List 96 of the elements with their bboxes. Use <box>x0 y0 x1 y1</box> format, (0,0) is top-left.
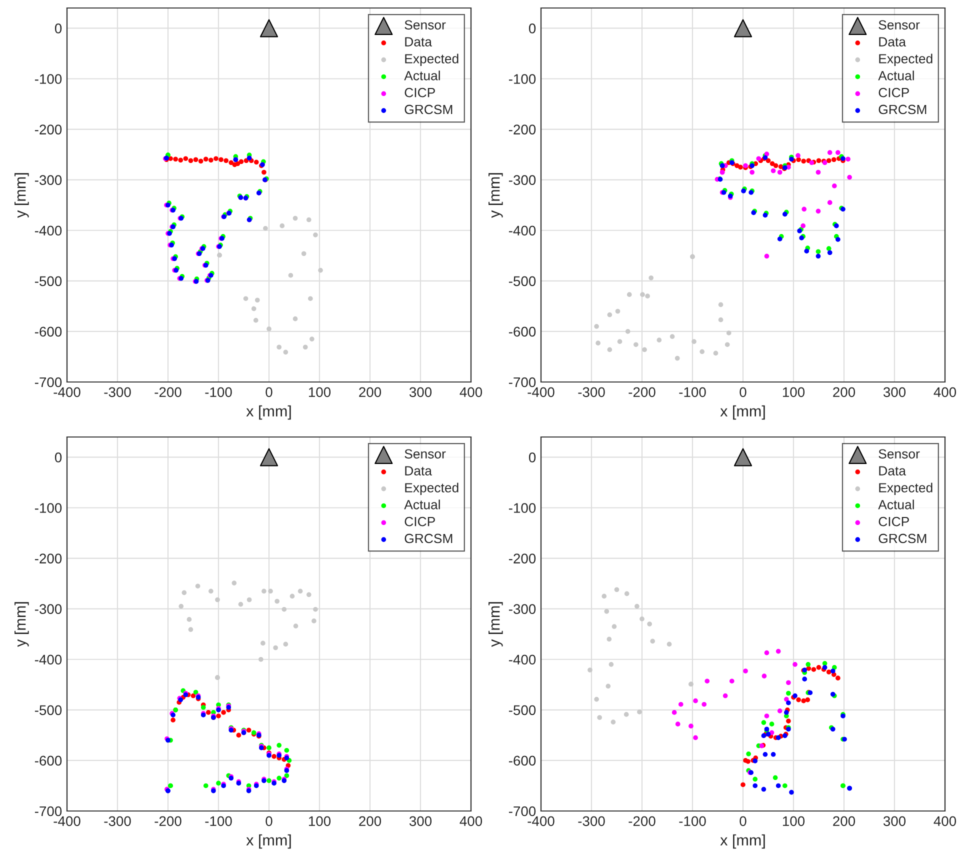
x-tick-label: -100 <box>205 816 232 826</box>
x-tick-label: -100 <box>679 387 706 398</box>
x-tick-label: -300 <box>578 387 605 398</box>
legend-label: Expected <box>879 54 932 66</box>
y-tick-label: -100 <box>508 74 536 84</box>
x-axis-title: x [mm] <box>720 405 765 420</box>
x-tick-label: 200 <box>833 387 856 398</box>
x-tick-label: -200 <box>154 387 182 398</box>
legend-label: GRCSM <box>404 534 452 544</box>
x-tick-label: -200 <box>628 816 656 826</box>
y-tick-label: -200 <box>34 124 62 134</box>
x-tick-label: 0 <box>740 387 746 398</box>
legend-label: Sensor <box>878 449 920 459</box>
legend-label: Sensor <box>404 449 446 459</box>
x-tick-label: 300 <box>883 816 906 826</box>
x-tick-label: -200 <box>628 387 656 398</box>
legend-label: Expected <box>405 482 458 496</box>
y-tick-label: -400 <box>508 654 536 665</box>
y-tick-label: -300 <box>508 175 536 186</box>
y-tick-label: -500 <box>34 276 62 286</box>
y-tick-label: -600 <box>508 326 536 337</box>
y-axis-title: y [mm] <box>14 173 29 218</box>
x-tick-label: -100 <box>205 387 232 398</box>
x-tick-label: -300 <box>578 816 605 826</box>
y-tick-label: 0 <box>528 452 536 462</box>
y-axis-title: y [mm] <box>488 602 503 647</box>
y-tick-label: -500 <box>508 276 536 286</box>
x-tick-label: 100 <box>782 387 805 398</box>
y-tick-label: -400 <box>34 654 62 665</box>
y-tick-label: -700 <box>34 377 62 388</box>
x-tick-label: 0 <box>740 816 746 826</box>
y-tick-label: -100 <box>34 503 62 513</box>
legend-label: Data <box>879 466 906 476</box>
y-tick-label: -100 <box>34 74 62 84</box>
y-tick-label: 0 <box>528 24 536 34</box>
x-tick-label: 100 <box>308 387 331 398</box>
x-tick-label: -100 <box>679 816 706 826</box>
legend-label: Data <box>879 37 906 46</box>
y-tick-label: -200 <box>508 124 536 134</box>
x-tick-label: -300 <box>104 816 131 826</box>
legend-label: GRCSM <box>878 534 926 544</box>
legend-label: Actual <box>404 70 440 80</box>
legend-label: Expected <box>405 54 458 66</box>
x-tick-label: 0 <box>266 387 272 398</box>
legend-label: CICP <box>878 88 909 98</box>
x-tick-label: 100 <box>782 816 805 826</box>
x-axis-title: x [mm] <box>720 834 765 849</box>
x-tick-label: 0 <box>266 816 272 826</box>
y-tick-label: -300 <box>34 175 62 186</box>
y-tick-label: -700 <box>34 806 62 816</box>
y-tick-label: 0 <box>54 452 62 462</box>
x-tick-label: 300 <box>409 816 432 826</box>
legend-label: CICP <box>878 516 909 526</box>
legend-label: GRCSM <box>878 104 926 114</box>
y-tick-label: -300 <box>508 604 536 614</box>
y-tick-label: -600 <box>34 756 62 766</box>
y-tick-label: -600 <box>34 326 62 337</box>
x-tick-label: 400 <box>934 816 956 826</box>
y-tick-label: -300 <box>34 604 62 614</box>
legend-label: Data <box>405 466 432 476</box>
x-tick-label: 300 <box>409 387 432 398</box>
legend-label: Sensor <box>878 20 920 30</box>
legend-label: Actual <box>878 500 914 510</box>
y-tick-label: -200 <box>508 554 536 564</box>
x-tick-label: 400 <box>460 387 482 398</box>
legend-label: Expected <box>879 482 932 496</box>
x-tick-label: 200 <box>359 387 382 398</box>
x-axis-title: x [mm] <box>246 405 291 420</box>
y-tick-label: -400 <box>508 226 536 236</box>
y-tick-label: 0 <box>54 24 62 34</box>
legend-label: CICP <box>404 516 435 526</box>
legend-label: Actual <box>878 70 914 80</box>
y-axis-title: y [mm] <box>488 173 503 218</box>
x-tick-label: 200 <box>833 816 856 826</box>
x-axis-title: x [mm] <box>246 834 291 849</box>
x-tick-label: 100 <box>308 816 331 826</box>
y-tick-label: -100 <box>508 503 536 513</box>
x-tick-label: -200 <box>154 816 182 826</box>
legend-label: CICP <box>404 88 435 98</box>
y-tick-label: -500 <box>508 705 536 716</box>
y-axis-title: y [mm] <box>14 602 29 647</box>
legend-label: Sensor <box>404 20 446 30</box>
legend-label: Data <box>405 37 432 46</box>
y-tick-label: -700 <box>508 377 536 388</box>
x-tick-label: 400 <box>460 816 482 826</box>
y-tick-label: -600 <box>508 756 536 766</box>
y-tick-label: -700 <box>508 806 536 816</box>
x-tick-label: 200 <box>359 816 382 826</box>
y-tick-label: -500 <box>34 705 62 716</box>
x-tick-label: -300 <box>104 387 131 398</box>
legend-label: Actual <box>404 500 440 510</box>
x-tick-label: 400 <box>934 387 956 398</box>
y-tick-label: -200 <box>34 554 62 564</box>
legend-label: GRCSM <box>404 104 452 114</box>
x-tick-label: 300 <box>883 387 906 398</box>
y-tick-label: -400 <box>34 226 62 236</box>
